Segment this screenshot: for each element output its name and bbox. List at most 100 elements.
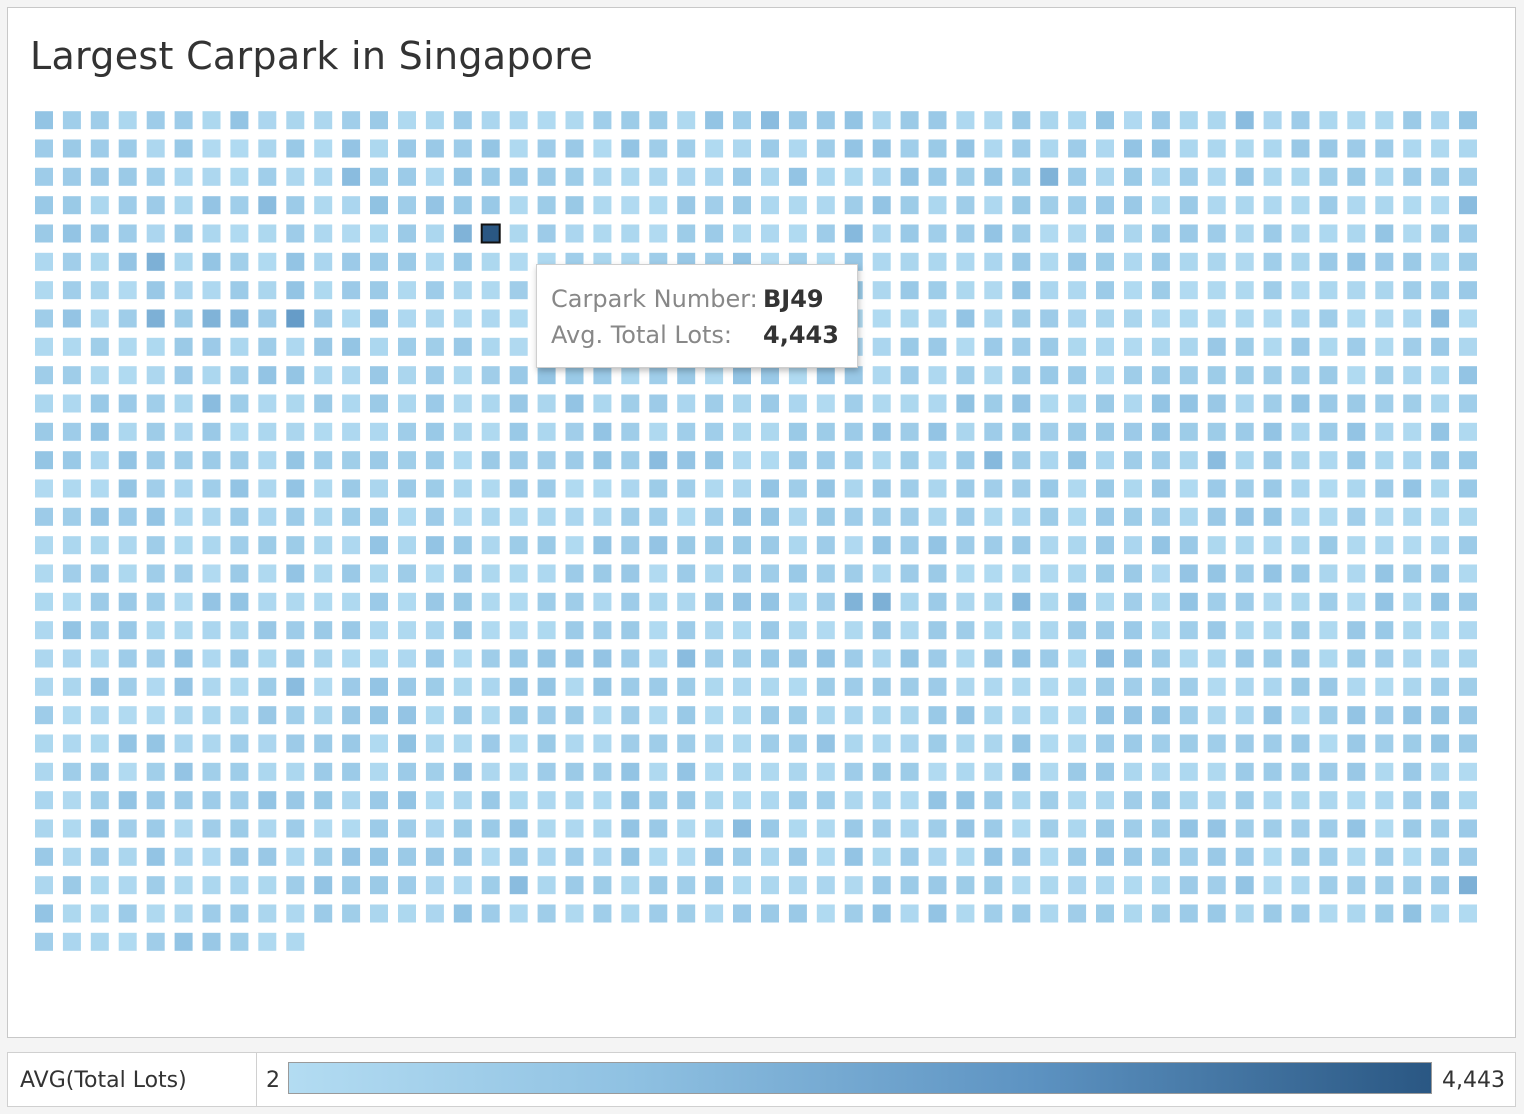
heatmap-cell[interactable] — [844, 649, 863, 668]
heatmap-cell[interactable] — [1375, 734, 1394, 753]
heatmap-cell[interactable] — [844, 762, 863, 781]
heatmap-cell[interactable] — [314, 876, 333, 895]
heatmap-cell[interactable] — [1431, 281, 1450, 300]
heatmap-cell[interactable] — [62, 536, 81, 555]
heatmap-cell[interactable] — [1012, 536, 1031, 555]
heatmap-cell[interactable] — [1179, 536, 1198, 555]
heatmap-cell[interactable] — [928, 451, 947, 470]
heatmap-cell[interactable] — [90, 564, 109, 583]
heatmap-cell[interactable] — [844, 847, 863, 866]
heatmap-cell[interactable] — [733, 677, 751, 696]
heatmap-cell[interactable] — [1207, 366, 1226, 385]
heatmap-cell[interactable] — [593, 139, 612, 158]
heatmap-cell[interactable] — [425, 451, 444, 470]
heatmap-cell[interactable] — [1263, 649, 1282, 668]
heatmap-cell[interactable] — [1068, 111, 1087, 130]
heatmap-cell[interactable] — [35, 904, 53, 923]
heatmap-cell[interactable] — [1263, 762, 1282, 781]
heatmap-cell[interactable] — [1459, 564, 1477, 583]
heatmap-cell[interactable] — [481, 111, 500, 130]
heatmap-cell[interactable] — [1235, 592, 1254, 611]
heatmap-cell[interactable] — [984, 167, 1003, 186]
heatmap-cell[interactable] — [425, 394, 444, 413]
heatmap-cell[interactable] — [621, 876, 640, 895]
heatmap-cell[interactable] — [174, 876, 193, 895]
heatmap-cell[interactable] — [844, 706, 863, 725]
heatmap-cell[interactable] — [174, 252, 193, 271]
heatmap-cell[interactable] — [1179, 904, 1198, 923]
heatmap-cell[interactable] — [1151, 819, 1170, 838]
heatmap-cell[interactable] — [202, 847, 221, 866]
heatmap-cell[interactable] — [453, 281, 472, 300]
heatmap-cell[interactable] — [258, 224, 277, 243]
heatmap-cell[interactable] — [90, 422, 109, 441]
heatmap-cell[interactable] — [1263, 847, 1282, 866]
heatmap-cell[interactable] — [453, 309, 472, 328]
heatmap-cell[interactable] — [1431, 451, 1450, 470]
heatmap-cell[interactable] — [481, 479, 500, 498]
heatmap-cell[interactable] — [1375, 479, 1394, 498]
heatmap-cell[interactable] — [1207, 819, 1226, 838]
heatmap-cell[interactable] — [398, 139, 416, 158]
heatmap-cell[interactable] — [118, 451, 137, 470]
heatmap-cell[interactable] — [342, 876, 361, 895]
heatmap-cell[interactable] — [62, 819, 81, 838]
heatmap-cell[interactable] — [174, 904, 193, 923]
heatmap-cell[interactable] — [1263, 167, 1282, 186]
heatmap-cell[interactable] — [956, 111, 975, 130]
heatmap-cell[interactable] — [537, 479, 556, 498]
heatmap-cell[interactable] — [1347, 479, 1366, 498]
heatmap-cell[interactable] — [1068, 167, 1087, 186]
heatmap-cell[interactable] — [565, 649, 584, 668]
heatmap-cell[interactable] — [1347, 791, 1366, 810]
heatmap-cell[interactable] — [1263, 337, 1282, 356]
heatmap-cell[interactable] — [1319, 621, 1338, 640]
heatmap-cell[interactable] — [286, 451, 305, 470]
heatmap-cell[interactable] — [509, 309, 528, 328]
heatmap-cell[interactable] — [537, 677, 556, 696]
heatmap-cell[interactable] — [1375, 224, 1394, 243]
heatmap-cell[interactable] — [370, 309, 388, 328]
heatmap-cell[interactable] — [956, 507, 975, 526]
heatmap-cell[interactable] — [286, 196, 305, 215]
heatmap-cell[interactable] — [928, 111, 947, 130]
heatmap-cell[interactable] — [928, 281, 947, 300]
heatmap-cell[interactable] — [453, 649, 472, 668]
heatmap-cell[interactable] — [1151, 337, 1170, 356]
heatmap-cell[interactable] — [1012, 592, 1031, 611]
heatmap-cell[interactable] — [928, 564, 947, 583]
heatmap-cell[interactable] — [593, 677, 612, 696]
heatmap-cell[interactable] — [705, 422, 724, 441]
heatmap-cell[interactable] — [1179, 366, 1198, 385]
heatmap-cell[interactable] — [816, 139, 835, 158]
heatmap-cell[interactable] — [90, 196, 109, 215]
heatmap-cell[interactable] — [1403, 876, 1422, 895]
heatmap-cell[interactable] — [1403, 904, 1422, 923]
heatmap-cell[interactable] — [509, 904, 528, 923]
heatmap-cell[interactable] — [1347, 196, 1366, 215]
heatmap-cell[interactable] — [1096, 592, 1114, 611]
heatmap-cell[interactable] — [705, 224, 724, 243]
heatmap-cell[interactable] — [481, 337, 500, 356]
heatmap-cell[interactable] — [1459, 791, 1477, 810]
heatmap-cell[interactable] — [286, 366, 305, 385]
heatmap-cell[interactable] — [314, 621, 333, 640]
heatmap-cell[interactable] — [342, 847, 361, 866]
heatmap-cell[interactable] — [761, 734, 779, 753]
heatmap-cell[interactable] — [1068, 139, 1087, 158]
heatmap-cell[interactable] — [90, 649, 109, 668]
heatmap-cell[interactable] — [1151, 904, 1170, 923]
heatmap-cell[interactable] — [398, 281, 416, 300]
heatmap-cell[interactable] — [649, 734, 668, 753]
heatmap-cell[interactable] — [1375, 536, 1394, 555]
heatmap-cell[interactable] — [1040, 564, 1059, 583]
heatmap-cell[interactable] — [1096, 394, 1114, 413]
heatmap-cell[interactable] — [1068, 536, 1087, 555]
heatmap-cell[interactable] — [425, 366, 444, 385]
heatmap-cell[interactable] — [90, 791, 109, 810]
heatmap-cell[interactable] — [1012, 451, 1031, 470]
heatmap-cell[interactable] — [342, 196, 361, 215]
heatmap-cell[interactable] — [900, 649, 919, 668]
heatmap-cell[interactable] — [621, 677, 640, 696]
heatmap-cell[interactable] — [230, 932, 249, 951]
